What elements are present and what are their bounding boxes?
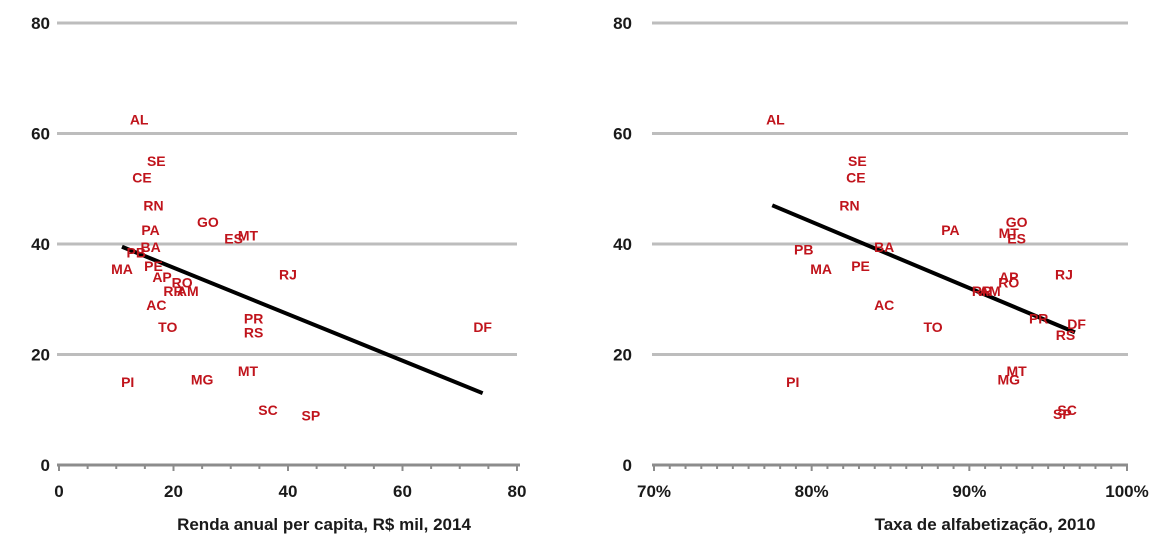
y-tick-label: 40 xyxy=(31,235,50,254)
point-label-pi: PI xyxy=(786,374,799,390)
point-label-sc: SC xyxy=(1057,402,1076,418)
point-label-ap: AP xyxy=(152,269,171,285)
point-label-am: AM xyxy=(979,283,1001,299)
point-label-ba: BA xyxy=(874,239,894,255)
y-tick-label: 0 xyxy=(41,456,50,475)
point-label-go: GO xyxy=(1006,214,1028,230)
x-tick-label: 40 xyxy=(279,482,298,501)
point-label-to: TO xyxy=(923,319,942,335)
point-label-ma: MA xyxy=(111,261,133,277)
point-label-ba: BA xyxy=(140,239,160,255)
x-tick-label: 80 xyxy=(508,482,527,501)
point-label-es: ES xyxy=(1007,230,1026,246)
point-label-pr: PR xyxy=(244,311,263,327)
point-label-es: ES xyxy=(224,230,243,246)
point-label-pb: PB xyxy=(794,242,813,258)
point-label-pa: PA xyxy=(141,222,159,238)
point-label-ce: CE xyxy=(132,170,151,186)
point-label-al: AL xyxy=(130,112,149,128)
point-label-se: SE xyxy=(147,153,166,169)
panel-literacy-vs-value: 0 20 40 60 80 70% 80% 90% 100% Taxa de alfabetiza… xyxy=(613,14,1149,534)
point-label-ma: MA xyxy=(810,261,832,277)
point-label-go: GO xyxy=(197,214,219,230)
point-label-mg: MG xyxy=(191,371,214,387)
point-label-mt: MT xyxy=(238,363,259,379)
point-label-ro: RO xyxy=(172,275,193,291)
point-label-al: AL xyxy=(766,112,785,128)
point-label-am: AM xyxy=(177,283,199,299)
x-axis-label: Renda anual per capita, R$ mil, 2014 xyxy=(177,515,471,534)
point-label-rr: RR xyxy=(972,283,992,299)
x-tick-label: 60 xyxy=(393,482,412,501)
point-label-mt: MT xyxy=(238,228,259,244)
point-label-rj: RJ xyxy=(1055,266,1073,282)
point-label-mt: MT xyxy=(1007,363,1028,379)
x-tick-label: 80% xyxy=(795,482,829,501)
point-label-rs: RS xyxy=(1056,327,1075,343)
point-label-pi: PI xyxy=(121,374,134,390)
point-label-rs: RS xyxy=(244,324,263,340)
x-tick-label: 90% xyxy=(952,482,986,501)
point-label-ac: AC xyxy=(146,297,166,313)
point-label-ac: AC xyxy=(874,297,894,313)
x-tick-label: 70% xyxy=(637,482,671,501)
point-label-mg: MG xyxy=(997,371,1020,387)
point-label-df: DF xyxy=(473,319,492,335)
point-label-df: DF xyxy=(1067,316,1086,332)
y-tick-label: 20 xyxy=(31,346,50,365)
x-tick-label: 20 xyxy=(164,482,183,501)
point-label-pr: PR xyxy=(1029,311,1048,327)
point-label-ce: CE xyxy=(846,170,865,186)
point-label-rn: RN xyxy=(839,197,859,213)
point-label-mt: MT xyxy=(999,225,1020,241)
point-label-rn: RN xyxy=(143,197,163,213)
point-label-sp: SP xyxy=(302,407,321,423)
y-tick-label: 60 xyxy=(613,125,632,144)
point-label-to: TO xyxy=(158,319,177,335)
trend-line xyxy=(121,244,484,396)
trend-line xyxy=(771,203,1076,335)
y-tick-label: 40 xyxy=(613,235,632,254)
point-label-sp: SP xyxy=(1053,406,1072,422)
y-tick-label: 0 xyxy=(623,456,632,475)
point-label-ap: AP xyxy=(999,269,1018,285)
x-axis-label: Taxa de alfabetização, 2010 xyxy=(875,515,1096,534)
point-label-rj: RJ xyxy=(279,266,297,282)
y-tick-label: 60 xyxy=(31,125,50,144)
point-label-sc: SC xyxy=(258,402,277,418)
point-label-ro: RO xyxy=(998,275,1019,291)
point-label-pe: PE xyxy=(851,258,870,274)
y-tick-label: 20 xyxy=(613,346,632,365)
point-label-pb: PB xyxy=(127,244,146,260)
point-label-pa: PA xyxy=(941,222,959,238)
y-tick-label: 80 xyxy=(613,14,632,33)
x-tick-label: 100% xyxy=(1105,482,1148,501)
point-label-se: SE xyxy=(848,153,867,169)
y-tick-label: 80 xyxy=(31,14,50,33)
point-label-pe: PE xyxy=(144,258,163,274)
point-label-rr: RR xyxy=(163,283,183,299)
panel-income-vs-value: 0 20 40 60 80 0 20 40 60 80 Renda anual per capita… xyxy=(31,14,526,534)
x-tick-label: 0 xyxy=(54,482,63,501)
